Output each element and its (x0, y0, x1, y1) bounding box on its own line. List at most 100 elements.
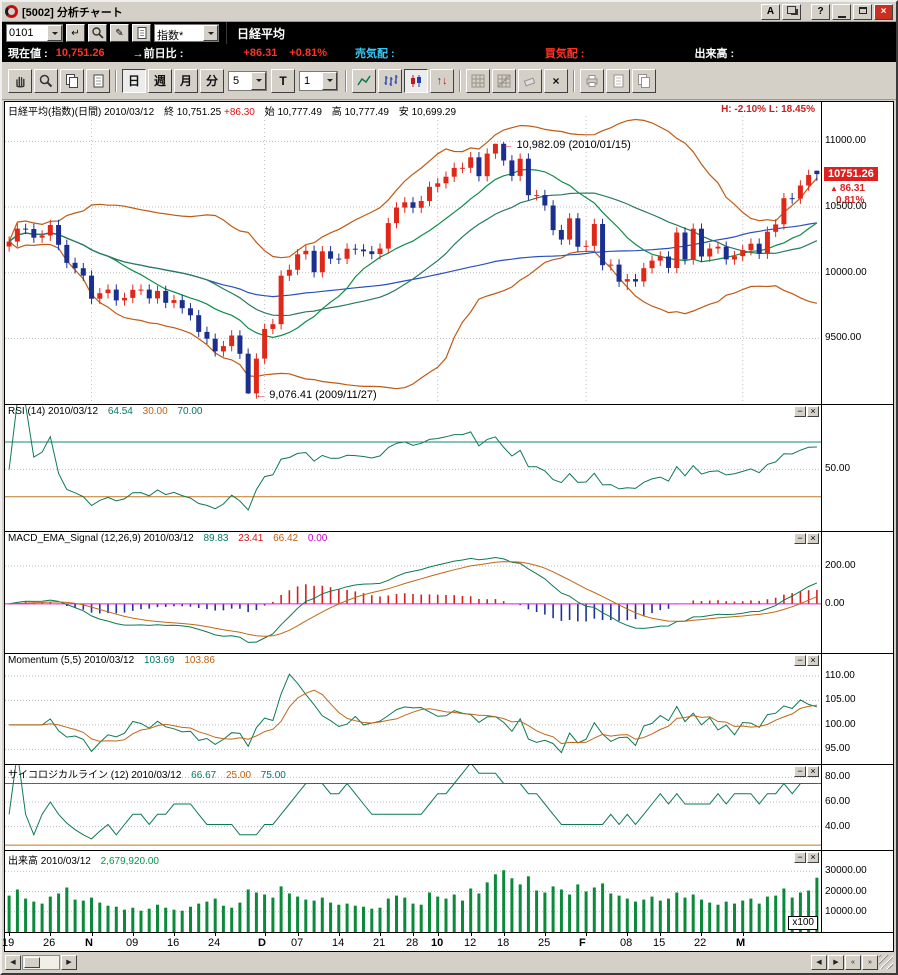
scroll-right-small-button[interactable]: ▶ (61, 954, 77, 970)
up-arrow-icon: ↑ (436, 74, 443, 87)
x-axis-tick (380, 933, 381, 936)
print-button[interactable] (580, 68, 604, 93)
panel-minimize-button[interactable]: − (794, 852, 806, 863)
momentum-chart (5, 673, 821, 754)
x-axis-tick (215, 933, 216, 936)
category-dropdown-button[interactable] (203, 25, 218, 41)
momentum-signal-value: 103.86 (184, 655, 215, 666)
volume-title: 出来高 2010/03/12 (8, 856, 91, 867)
panel-minimize-button[interactable]: − (794, 766, 806, 777)
pan-tool-button[interactable] (8, 68, 32, 93)
rsi-plot[interactable]: RSI (14) 2010/03/12 64.54 30.00 70.00 − … (5, 405, 821, 531)
macd-plot[interactable]: MACD_EMA_Signal (12,26,9) 2010/03/12 89.… (5, 532, 821, 653)
panel-minimize-button[interactable]: − (794, 655, 806, 666)
save-chart-button[interactable] (86, 68, 110, 93)
page-button[interactable] (132, 24, 151, 42)
chart-type-line-button[interactable] (352, 68, 376, 93)
caret-down-button[interactable] (322, 71, 337, 90)
delete-drawing-button[interactable]: × (544, 68, 568, 93)
minute-interval-select[interactable]: 5 (228, 70, 267, 91)
panel-close-button[interactable]: × (807, 655, 819, 666)
main-plot[interactable]: ← 10,982.09 (2010/01/15) ← 9,076.41 (2009… (5, 102, 821, 404)
font-size-button[interactable]: A (761, 3, 780, 20)
scroll-left-button[interactable]: ◀ (811, 954, 827, 970)
momentum-plot[interactable]: Momentum (5,5) 2010/03/12 103.69 103.86 … (5, 654, 821, 764)
period-month-button[interactable]: 月 (174, 68, 198, 93)
panel-minimize-button[interactable]: − (794, 406, 806, 417)
resize-grip[interactable] (879, 955, 893, 969)
x-axis-label: 15 (653, 937, 666, 949)
x-axis-label: F (579, 937, 586, 949)
psychological-header: サイコロジカルライン (12) 2010/03/12 66.67 25.00 7… (8, 766, 286, 781)
close-label: 終 (163, 107, 174, 118)
period-week-button[interactable]: 週 (148, 68, 172, 93)
psychological-axis: 80.00 60.00 40.00 (821, 765, 893, 850)
volume-plot[interactable]: 出来高 2010/03/12 2,679,920.00 x100 − × (5, 851, 821, 932)
macd-signal-value: 66.42 (273, 533, 299, 544)
psychological-plot[interactable]: サイコロジカルライン (12) 2010/03/12 66.67 25.00 7… (5, 765, 821, 850)
scroll-left-small-button[interactable]: ◀ (5, 954, 21, 970)
jump-start-button[interactable]: « (845, 954, 861, 970)
edit-button[interactable]: ✎ (110, 24, 129, 42)
axis-label: 40.00 (825, 820, 851, 832)
psychological-title: サイコロジカルライン (12) 2010/03/12 (8, 770, 182, 781)
period-minute-button[interactable]: 分 (200, 68, 224, 93)
tick-button[interactable]: T (271, 68, 295, 93)
up-triangle-icon: ▲ (830, 184, 838, 194)
scrollbar-thumb[interactable] (24, 956, 40, 968)
horizontal-scrollbar[interactable] (22, 954, 60, 970)
period-day-button[interactable]: 日 (122, 68, 146, 93)
panel-minimize-button[interactable]: − (794, 533, 806, 544)
grid-icon (471, 74, 485, 87)
toolbar-separator (573, 69, 575, 92)
chart-type-arrow-button[interactable]: ↑ ↓ (430, 68, 454, 93)
panel-close-button[interactable]: × (807, 766, 819, 777)
axis-label: 200.00 (825, 560, 856, 572)
export-button[interactable] (606, 68, 630, 93)
code-dropdown-button[interactable] (47, 25, 62, 41)
chart-type-bar-button[interactable] (378, 68, 402, 93)
chart-type-candle-button[interactable] (404, 68, 428, 93)
count-select[interactable]: 1 (299, 70, 338, 91)
jump-latest-button[interactable]: » (862, 954, 878, 970)
instrument-name: 日経平均 (226, 22, 892, 44)
rsi-value: 64.54 (107, 406, 133, 417)
x-axis-label: M (736, 937, 746, 949)
x-axis-tick (339, 933, 340, 936)
zoom-tool-button[interactable] (34, 68, 58, 93)
macd-zero-value: 0.00 (307, 533, 328, 544)
x-axis: 19 26 N 09 16 24 D 07 14 21 28 10 12 18 25 F 08 15 22 M (2, 933, 893, 951)
line-chart-icon (357, 75, 371, 85)
search-button[interactable] (88, 24, 107, 42)
axis-label: 95.00 (825, 743, 851, 755)
panel-close-button[interactable]: × (807, 533, 819, 544)
minimize-button[interactable] (832, 3, 851, 20)
copy-chart-button[interactable] (60, 68, 84, 93)
panel-close-button[interactable]: × (807, 852, 819, 863)
rsi-lower-band: 30.00 (142, 406, 168, 417)
enter-button[interactable]: ↵ (66, 24, 85, 42)
app-logo-icon (5, 5, 18, 18)
magnifier-icon (39, 74, 53, 87)
code-input[interactable] (7, 25, 47, 41)
grid-snap-button[interactable] (492, 68, 516, 93)
x-axis-tick (174, 933, 175, 936)
chart-title: 日経平均(指数)(日間) 2010/03/12 (8, 107, 155, 118)
help-button[interactable]: ? (811, 3, 830, 20)
grid-button[interactable] (466, 68, 490, 93)
axis-label: 10000.00 (825, 266, 867, 278)
close-button[interactable]: × (874, 3, 893, 20)
volume-header: 出来高 2010/03/12 2,679,920.00 (8, 852, 159, 867)
x-axis-tick (627, 933, 628, 936)
candlestick-icon (411, 74, 421, 87)
category-value: 指数* (155, 25, 203, 42)
panel-close-button[interactable]: × (807, 406, 819, 417)
scroll-right-button[interactable]: ▶ (828, 954, 844, 970)
copy-image-button[interactable] (632, 68, 656, 93)
psychological-value: 66.67 (191, 770, 217, 781)
maximize-button[interactable] (853, 3, 872, 20)
eraser-button[interactable] (518, 68, 542, 93)
layout-button[interactable] (782, 3, 801, 20)
caret-down-button[interactable] (251, 71, 266, 90)
